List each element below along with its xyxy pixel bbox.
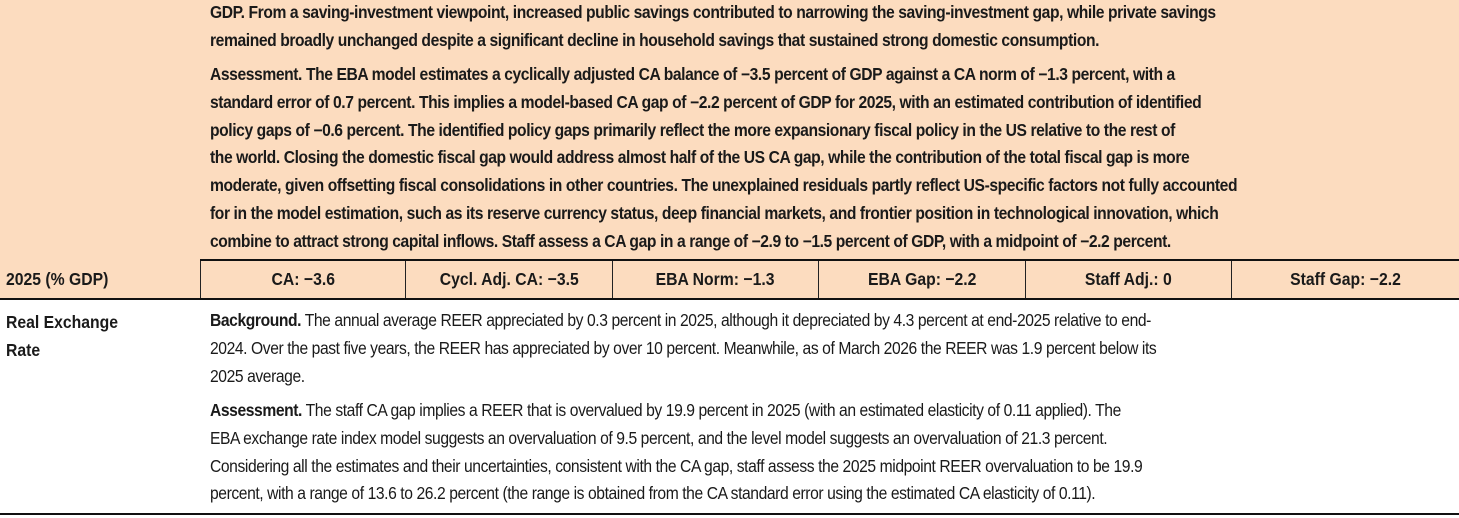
- section-divider: [200, 259, 1459, 261]
- text-line: Assessment. The EBA model estimates a cy…: [210, 61, 1334, 89]
- ca-section-shade: [200, 0, 1459, 261]
- gdp-summary-row: 2025 (% GDP): [0, 261, 1459, 298]
- gdp-cell-text: CA: −3.6: [271, 269, 335, 289]
- text-line: policy gaps of −0.6 percent. The identif…: [210, 119, 1175, 140]
- text-line: GDP. From a saving-investment viewpoint,…: [210, 2, 1216, 22]
- gdp-cell-eba-norm: EBA Norm: −1.3: [612, 261, 818, 298]
- text-span: The EBA model estimates a cyclically adj…: [302, 64, 1175, 84]
- gdp-cell-text: Cycl. Adj. CA: −3.5: [439, 269, 579, 289]
- text-line: Background. The annual average REER appr…: [210, 307, 1334, 335]
- assessment-lead: Assessment.: [210, 400, 303, 420]
- text-line: 2024. Over the past five years, the REER…: [210, 337, 1157, 358]
- text-line: 2025 average.: [210, 365, 305, 386]
- label-line: Real Exchange: [6, 312, 119, 332]
- gdp-cell-cycl-adj-ca: Cycl. Adj. CA: −3.5: [405, 261, 612, 298]
- text-span: The staff CA gap implies a REER that is …: [302, 400, 1122, 420]
- section-divider: [0, 298, 1459, 300]
- text-line: the world. Closing the domestic fiscal g…: [210, 147, 1190, 168]
- rer-assessment-paragraph: Assessment. The staff CA gap implies a R…: [210, 397, 1334, 508]
- text-line: standard error of 0.7 percent. This impl…: [210, 91, 1202, 112]
- gdp-cell-staff-gap: Staff Gap: −2.2: [1231, 261, 1459, 298]
- table-bottom-rule: [0, 513, 1459, 515]
- text-line: Assessment. The staff CA gap implies a R…: [210, 397, 1334, 425]
- gdp-cell-staff-adj: Staff Adj.: 0: [1025, 261, 1231, 298]
- text-line: percent, with a range of 13.6 to 26.2 pe…: [210, 483, 1096, 504]
- assessment-lead: Assessment.: [210, 64, 303, 84]
- gdp-cell-text: Staff Gap: −2.2: [1290, 269, 1401, 289]
- label-column-shade: [0, 0, 200, 261]
- rer-row-label: Real Exchange Rate: [6, 309, 118, 364]
- gdp-cell-text: EBA Norm: −1.3: [656, 269, 775, 289]
- text-line: for in the model estimation, such as its…: [210, 202, 1219, 223]
- text-line: combine to attract strong capital inflow…: [210, 230, 1171, 251]
- text-line: Considering all the estimates and their …: [210, 455, 1143, 476]
- gdp-cell-eba-gap: EBA Gap: −2.2: [818, 261, 1025, 298]
- gdp-row-label: 2025 (% GDP): [6, 269, 109, 289]
- gdp-cell-ca: CA: −3.6: [200, 261, 405, 298]
- text-span: The annual average REER appreciated by 0…: [301, 310, 1152, 330]
- ca-assessment-paragraph: Assessment. The EBA model estimates a cy…: [210, 61, 1334, 256]
- text-line: remained broadly unchanged despite a sig…: [210, 29, 1100, 50]
- gdp-cell-text: EBA Gap: −2.2: [867, 269, 977, 289]
- background-lead: Background.: [210, 310, 302, 330]
- label-line: Rate: [6, 339, 41, 360]
- ca-intro-paragraph: GDP. From a saving-investment viewpoint,…: [210, 0, 1334, 55]
- text-line: EBA exchange rate index model suggests a…: [210, 427, 1108, 448]
- rer-background-paragraph: Background. The annual average REER appr…: [210, 307, 1334, 390]
- text-line: moderate, given offsetting fiscal consol…: [210, 175, 1238, 196]
- gdp-cell-text: Staff Adj.: 0: [1085, 269, 1172, 289]
